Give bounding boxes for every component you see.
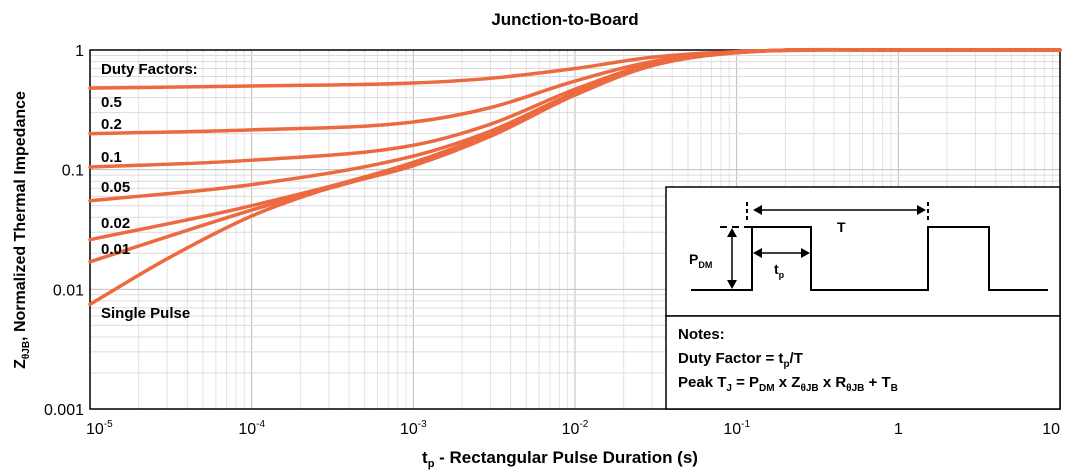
pdm-label: PDM bbox=[689, 251, 712, 270]
y-tick-label: 1 bbox=[75, 43, 84, 60]
series-label-0.2: 0.2 bbox=[101, 116, 122, 133]
y-axis-ticks: 0.001 0.01 0.1 1 bbox=[44, 43, 84, 419]
chart-title: Junction-to-Board bbox=[491, 10, 638, 29]
notes-duty-factor: Duty Factor = tp/T bbox=[678, 350, 803, 370]
x-tick-label: 10-1 bbox=[723, 419, 750, 438]
y-tick-label: 0.01 bbox=[53, 282, 84, 299]
series-label-0.5: 0.5 bbox=[101, 94, 122, 111]
x-tick-label: 10 bbox=[1042, 421, 1060, 438]
x-tick-label: 10-2 bbox=[562, 419, 589, 438]
series-group bbox=[88, 47, 1062, 307]
series-label-single-pulse: Single Pulse bbox=[101, 305, 190, 322]
x-axis-ticks: 10-5 10-4 10-3 10-2 10-1 1 10 bbox=[86, 419, 1060, 438]
x-tick-label: 10-3 bbox=[400, 419, 427, 438]
notes-box: Notes: Duty Factor = tp/T Peak TJ = PDM … bbox=[665, 315, 1061, 410]
legend-title: Duty Factors: bbox=[101, 61, 198, 78]
series-label-0.01: 0.01 bbox=[101, 241, 130, 258]
pulse-waveform bbox=[691, 226, 1048, 291]
period-label: T bbox=[837, 219, 846, 235]
series-label-0.02: 0.02 bbox=[101, 215, 130, 232]
y-tick-label: 0.1 bbox=[62, 163, 84, 180]
x-tick-label: 10-4 bbox=[238, 419, 265, 438]
x-tick-label: 10-5 bbox=[86, 419, 113, 438]
series-label-0.1: 0.1 bbox=[101, 149, 122, 166]
tp-label: tp bbox=[774, 261, 785, 280]
pulse-diagram-inset: PDM T tp bbox=[665, 186, 1061, 317]
x-axis-label: tp - Rectangular Pulse Duration (s) bbox=[422, 448, 698, 470]
series-label-0.05: 0.05 bbox=[101, 179, 130, 196]
x-tick-label: 1 bbox=[894, 421, 903, 438]
notes-heading: Notes: bbox=[678, 326, 725, 343]
y-tick-label: 0.001 bbox=[44, 402, 84, 419]
series-line-single-pulse bbox=[88, 47, 1062, 307]
y-axis-label: ZθJB, Normalized Thermal Impedance bbox=[12, 91, 32, 369]
notes-peak-tj: Peak TJ = PDM x ZθJB x RθJB + TB bbox=[678, 374, 898, 394]
